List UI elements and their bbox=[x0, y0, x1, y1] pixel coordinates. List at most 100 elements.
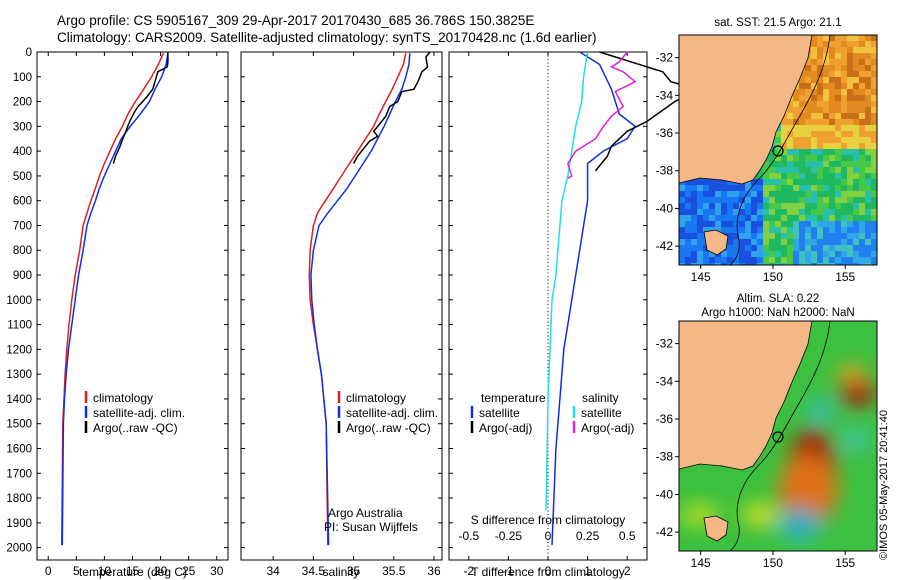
difference-depth-ticks bbox=[449, 51, 647, 549]
sst-pixel bbox=[679, 233, 685, 239]
sst-pixel bbox=[859, 47, 865, 53]
sst-pixel bbox=[865, 173, 871, 179]
sst-pixel bbox=[865, 167, 871, 173]
sst-pixel bbox=[811, 131, 817, 137]
sst-pixel bbox=[805, 227, 811, 233]
sst-pixel bbox=[715, 185, 721, 191]
legend-label-argo: Argo(..raw -QC) bbox=[346, 421, 431, 435]
sst-pixel bbox=[823, 47, 829, 53]
sst-pixel bbox=[751, 239, 757, 245]
sst-pixel bbox=[835, 251, 841, 257]
legend-label-salinity-satellite: satellite bbox=[581, 406, 622, 420]
sst-pixel bbox=[757, 233, 763, 239]
sst-pixel bbox=[865, 239, 871, 245]
sst-pixel bbox=[769, 263, 775, 265]
sst-pixel bbox=[835, 119, 841, 125]
sst-pixel bbox=[829, 125, 835, 131]
temperature-panel: 0100200300400500600700800900100011001200… bbox=[6, 47, 229, 579]
sst-pixel bbox=[697, 179, 703, 185]
sst-pixel bbox=[763, 221, 769, 227]
sst-pixel bbox=[685, 215, 691, 221]
sst-pixel bbox=[829, 191, 835, 197]
sst-pixel bbox=[805, 71, 811, 77]
sst-pixel bbox=[823, 149, 829, 155]
sst-pixel bbox=[757, 203, 763, 209]
sst-pixel bbox=[757, 179, 763, 185]
sst-pixel bbox=[835, 245, 841, 251]
sst-pixel bbox=[787, 191, 793, 197]
sst-pixel bbox=[799, 197, 805, 203]
sst-pixel bbox=[739, 239, 745, 245]
sst-pixel bbox=[775, 221, 781, 227]
sst-pixel bbox=[739, 203, 745, 209]
sst-pixel bbox=[805, 197, 811, 203]
sst-pixel bbox=[853, 167, 859, 173]
sst-pixel bbox=[727, 191, 733, 197]
sst-pixel bbox=[871, 65, 877, 71]
s-tick-label: 0 bbox=[545, 529, 552, 543]
sst-pixel bbox=[847, 167, 853, 173]
sst-pixel bbox=[823, 257, 829, 263]
sst-pixel bbox=[865, 251, 871, 257]
sst-pixel bbox=[871, 233, 877, 239]
sst-pixel bbox=[781, 251, 787, 257]
sst-pixel bbox=[679, 215, 685, 221]
sst-pixel bbox=[781, 209, 787, 215]
sst-pixel bbox=[835, 125, 841, 131]
sst-pixel bbox=[817, 239, 823, 245]
sst-pixel bbox=[829, 41, 835, 47]
sst-pixel bbox=[847, 227, 853, 233]
sst-pixel bbox=[805, 65, 811, 71]
sst-pixel bbox=[805, 125, 811, 131]
sst-pixel bbox=[781, 179, 787, 185]
sst-pixel bbox=[709, 221, 715, 227]
sst-pixel bbox=[823, 155, 829, 161]
sst-pixel bbox=[769, 155, 775, 161]
sst-pixel bbox=[793, 143, 799, 149]
depth-tick-label: 1100 bbox=[7, 320, 32, 332]
sst-pixel bbox=[811, 95, 817, 101]
sst-pixel bbox=[871, 197, 877, 203]
sst-pixel bbox=[727, 227, 733, 233]
sst-pixel bbox=[757, 263, 763, 265]
sst-pixel bbox=[697, 239, 703, 245]
sst-pixel bbox=[751, 179, 757, 185]
difference-profile-lines bbox=[545, 51, 701, 546]
x-tick-label: 34.5 bbox=[302, 564, 326, 578]
sst-pixel bbox=[835, 77, 841, 83]
sst-pixel bbox=[817, 203, 823, 209]
sst-pixel bbox=[859, 107, 865, 113]
sst-pixel bbox=[685, 263, 691, 265]
sst-pixel bbox=[781, 167, 787, 173]
sst-pixel bbox=[745, 215, 751, 221]
sst-pixel bbox=[871, 71, 877, 77]
sst-pixel bbox=[859, 179, 865, 185]
sst-pixel bbox=[871, 167, 877, 173]
map-lat-label: -38 bbox=[656, 164, 674, 178]
sst-pixel bbox=[853, 77, 859, 83]
sst-pixel bbox=[835, 131, 841, 137]
sla-map-axes: 145 150 155 -32 -34 -36 -38 -40 -42 bbox=[656, 337, 856, 570]
depth-tick-label: 1500 bbox=[6, 419, 32, 431]
sst-pixel bbox=[823, 227, 829, 233]
s-tick-label: -0.5 bbox=[458, 529, 479, 543]
sst-pixel bbox=[769, 233, 775, 239]
sst-pixel bbox=[847, 209, 853, 215]
sst-pixel bbox=[721, 179, 727, 185]
sst-pixel bbox=[841, 71, 847, 77]
x-tick-label: 35.5 bbox=[382, 564, 406, 578]
sst-pixel bbox=[859, 245, 865, 251]
sst-pixel bbox=[739, 233, 745, 239]
sst-pixel bbox=[865, 71, 871, 77]
sst-pixel bbox=[769, 209, 775, 215]
sst-pixel bbox=[691, 233, 697, 239]
series-temperature-satellite bbox=[551, 51, 637, 546]
sst-pixel bbox=[865, 137, 871, 143]
sst-pixel bbox=[679, 185, 685, 191]
sst-pixel bbox=[793, 191, 799, 197]
sst-pixel bbox=[811, 155, 817, 161]
sst-pixel bbox=[847, 173, 853, 179]
sst-map-bathymetry-contour bbox=[729, 35, 831, 265]
sst-pixel bbox=[859, 59, 865, 65]
sst-pixel bbox=[841, 239, 847, 245]
